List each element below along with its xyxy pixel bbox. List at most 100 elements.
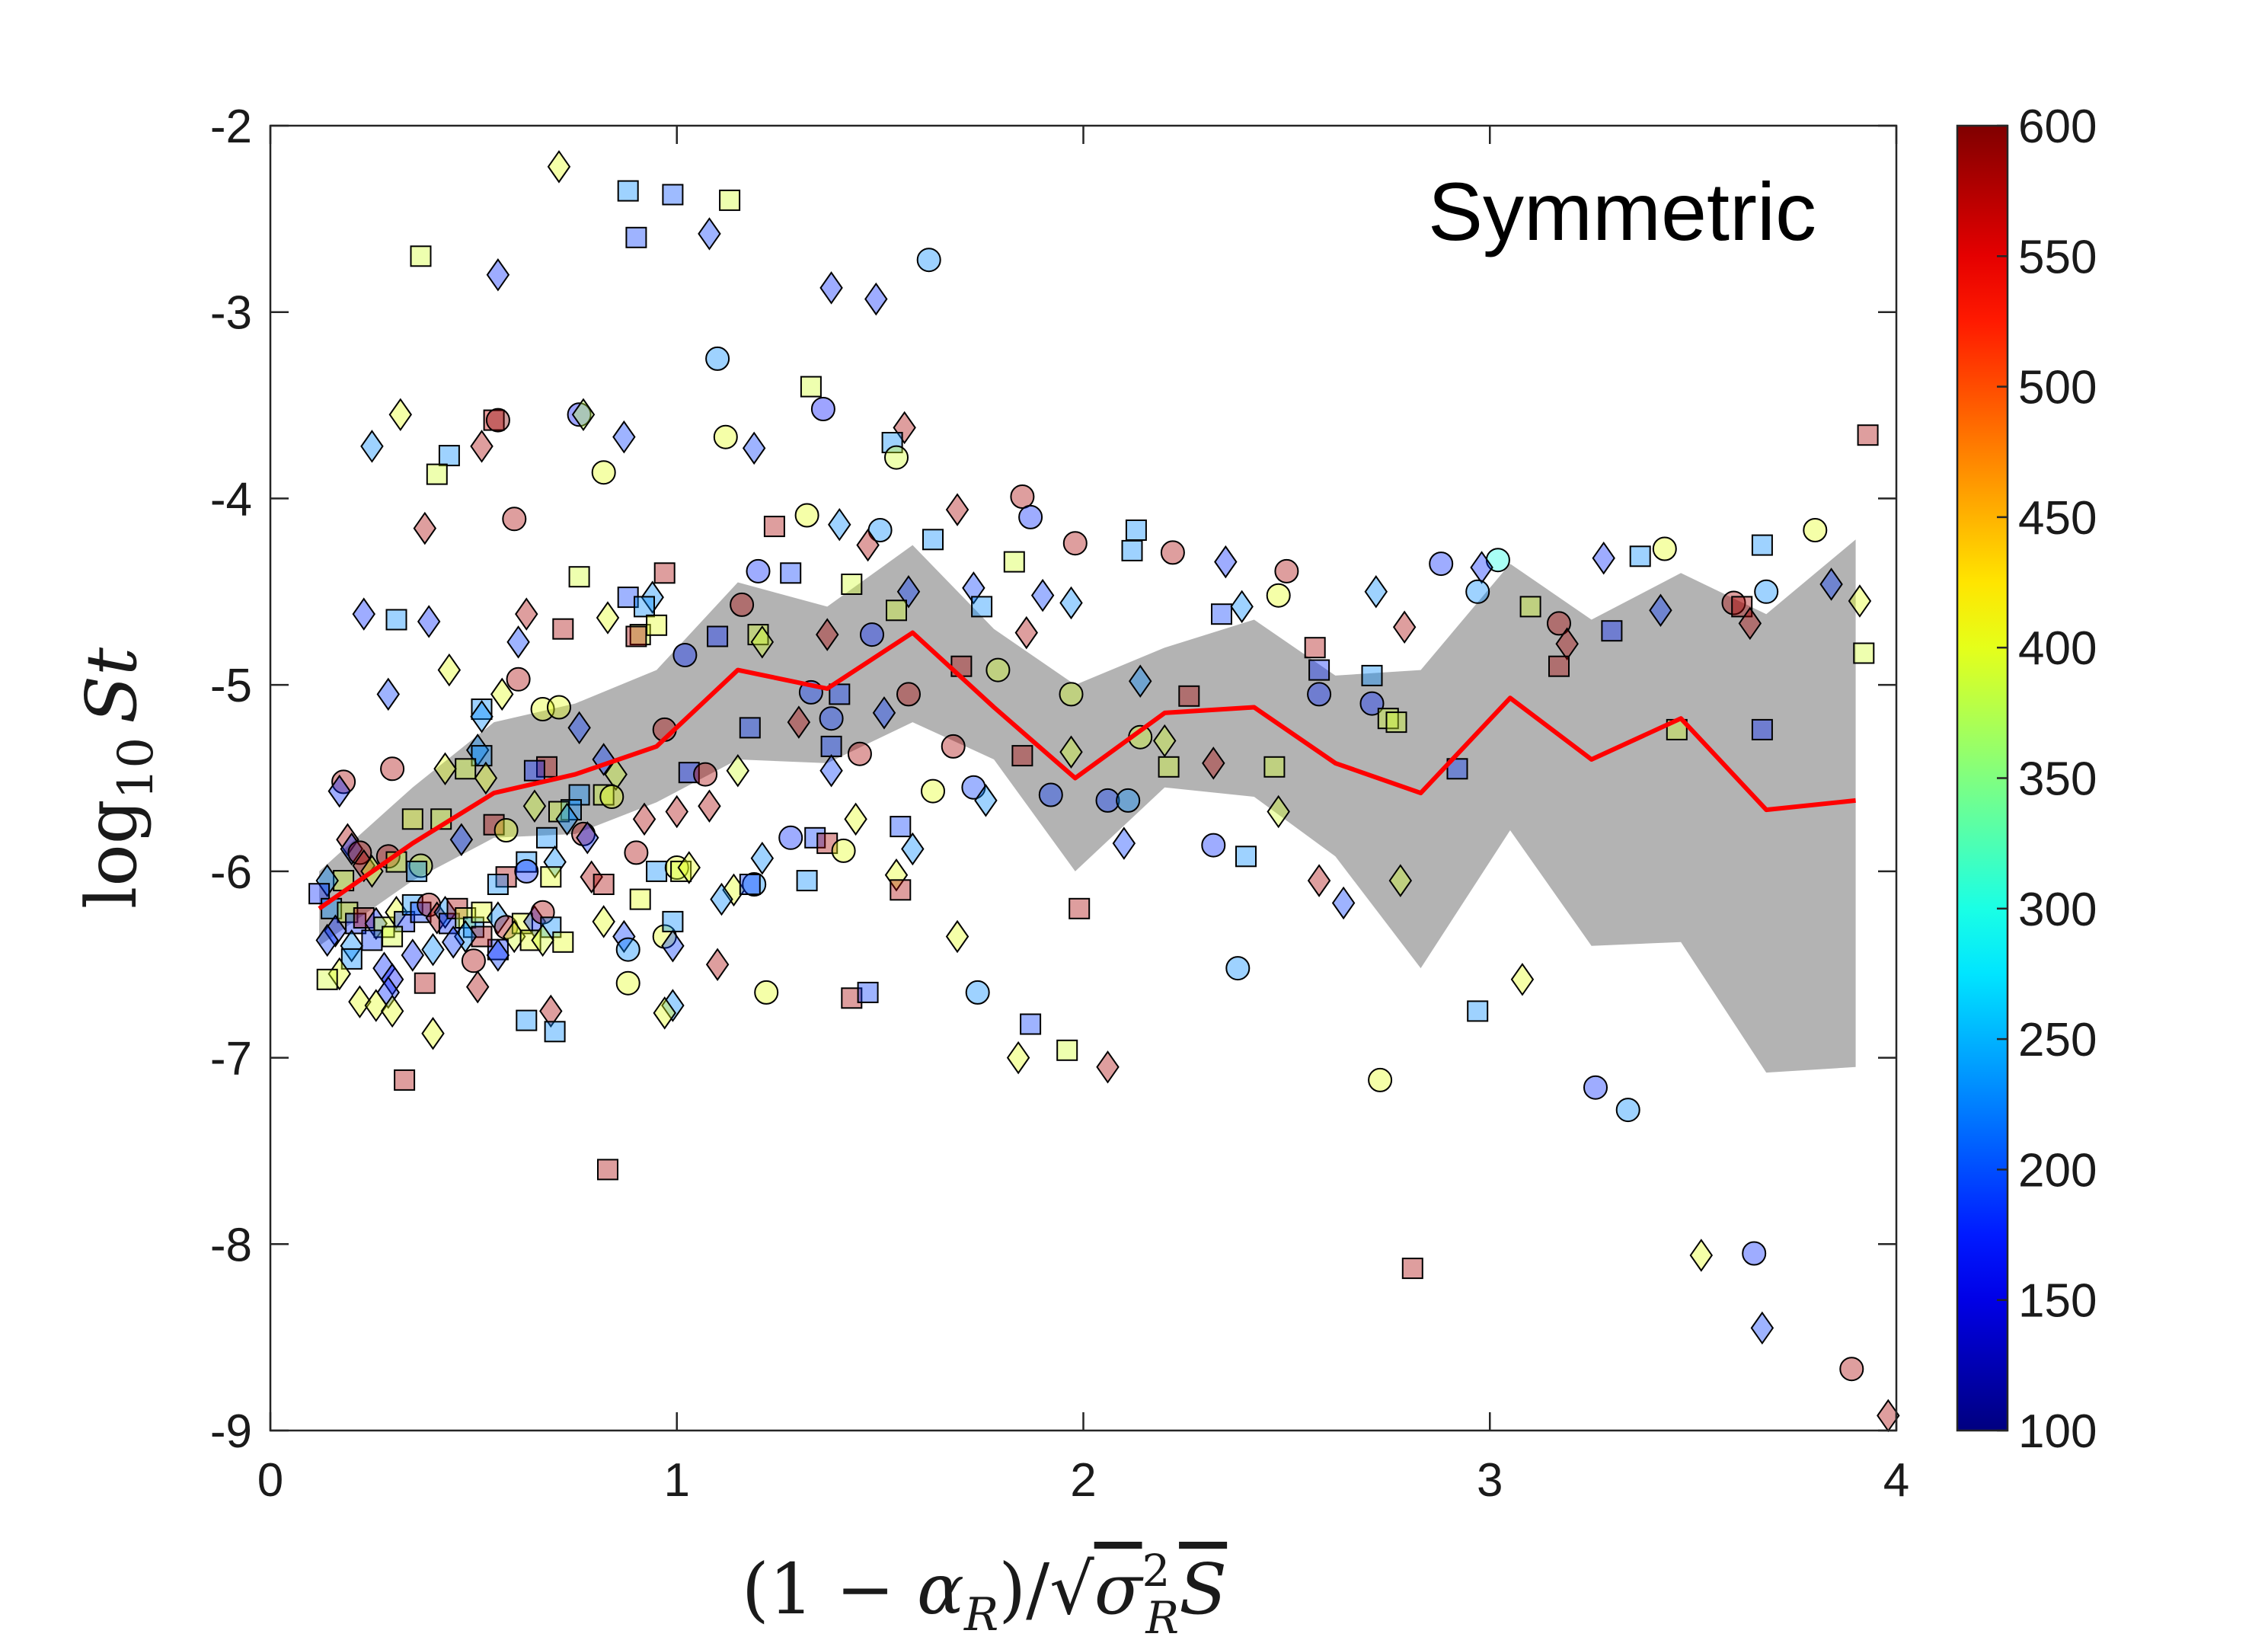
data-point-circle — [941, 734, 966, 759]
data-point-circle — [1803, 518, 1828, 542]
data-point-diamond — [819, 753, 843, 788]
data-point-square — [361, 929, 383, 951]
data-point-circle — [615, 937, 640, 962]
data-point-diamond — [893, 411, 916, 445]
data-point-square — [1011, 745, 1033, 767]
data-point-diamond — [653, 996, 676, 1030]
data-point-square — [1361, 664, 1383, 686]
data-point-diamond — [506, 625, 530, 659]
data-point-diamond — [1388, 864, 1413, 897]
data-point-square — [1401, 1258, 1423, 1280]
x-tick-label: 4 — [1883, 1454, 1909, 1507]
data-point-diamond — [315, 923, 339, 957]
data-point-diamond — [522, 789, 547, 823]
data-point-square — [763, 516, 785, 538]
data-point-circle — [1429, 551, 1454, 577]
data-point-circle — [1547, 611, 1571, 636]
data-point-circle — [705, 346, 730, 371]
data-point-square — [816, 833, 839, 855]
colorbar-tick-label: 600 — [2018, 101, 2097, 153]
data-point-square — [353, 907, 375, 929]
data-point-circle — [1160, 540, 1185, 565]
data-point-square — [1003, 551, 1025, 573]
data-point-square — [1211, 603, 1232, 625]
data-point-diamond — [1059, 735, 1083, 769]
data-point-square — [625, 625, 647, 647]
data-point-circle — [831, 838, 856, 863]
data-point-circle — [985, 657, 1011, 683]
data-point-square — [625, 226, 647, 248]
data-points-layer — [308, 150, 1900, 1433]
data-point-square — [414, 972, 436, 994]
data-point-circle — [713, 424, 738, 449]
data-point-diamond — [1112, 826, 1136, 860]
data-point-diamond — [742, 431, 766, 465]
data-point-square — [406, 860, 428, 882]
data-point-diamond — [844, 802, 867, 836]
data-point-circle — [1059, 682, 1084, 707]
data-point-circle — [1615, 1098, 1640, 1123]
data-point-circle — [1095, 788, 1120, 813]
data-point-square — [800, 376, 822, 398]
x-tick-label: 2 — [1070, 1454, 1096, 1507]
data-point-square — [1751, 718, 1773, 740]
data-point-square — [438, 445, 460, 467]
median-line — [318, 630, 1856, 911]
data-point-circle — [672, 643, 698, 667]
data-point-diamond — [722, 873, 746, 907]
data-point-diamond — [677, 851, 701, 884]
y-axis-title-subscript: 10 — [108, 737, 165, 799]
y-tick-label: -5 — [210, 660, 252, 712]
data-point-square — [886, 599, 907, 622]
y-tick-label: -2 — [210, 101, 252, 153]
colorbar-tick-label: 450 — [2018, 492, 2097, 545]
data-point-circle — [916, 248, 941, 273]
x-tick-label: 0 — [257, 1454, 283, 1507]
data-point-diamond — [1364, 575, 1388, 609]
data-point-circle — [514, 858, 539, 884]
x-axis-title: (1 − αR)/√σ2 RS — [742, 1545, 1227, 1640]
data-point-diamond — [1096, 1050, 1120, 1084]
data-point-square — [1751, 534, 1773, 556]
data-point-square — [1069, 897, 1091, 919]
axes-layer: 0 1 2 3 4 -2 -3 -4 -5 -6 -7 -8 -9 — [210, 101, 1909, 1507]
data-point-square — [382, 925, 404, 948]
data-point-square — [653, 562, 676, 584]
data-point-square — [634, 596, 655, 618]
data-point-diamond — [490, 677, 514, 711]
colorbar-tick-label: 200 — [2018, 1144, 2097, 1197]
data-point-diamond — [515, 597, 538, 631]
data-point-diamond — [580, 860, 603, 894]
data-point-diamond — [1307, 864, 1331, 897]
y-axis-title: log10 St — [71, 647, 165, 909]
data-point-diamond — [348, 985, 372, 1018]
data-point-diamond — [698, 217, 721, 251]
data-point-diamond — [376, 677, 401, 711]
data-point-diamond — [1214, 545, 1238, 579]
data-point-square — [1125, 519, 1147, 541]
data-point-square — [1519, 596, 1541, 618]
data-point-square — [646, 614, 668, 636]
data-point-circle — [1742, 1241, 1767, 1266]
data-point-diamond — [1030, 578, 1055, 612]
data-point-diamond — [872, 696, 896, 730]
data-point-diamond — [1555, 627, 1579, 661]
data-point-square — [544, 1021, 566, 1043]
colorbar-tick-label: 550 — [2018, 231, 2097, 283]
data-point-diamond — [421, 1017, 445, 1050]
data-point-circle — [810, 397, 835, 421]
data-point-circle — [778, 825, 803, 850]
data-point-diamond — [864, 282, 888, 316]
colorbar-tick-label: 400 — [2018, 622, 2097, 675]
data-point-diamond — [425, 901, 449, 935]
data-point-circle — [754, 980, 779, 1005]
data-point-diamond — [596, 601, 620, 635]
data-point-diamond — [360, 430, 384, 463]
data-point-square — [804, 826, 826, 849]
data-point-diamond — [819, 271, 843, 305]
data-point-diamond — [787, 705, 811, 739]
data-point-diamond — [571, 398, 596, 432]
data-point-diamond — [705, 948, 730, 981]
data-point-diamond — [901, 832, 925, 866]
colorbar-tick-label: 150 — [2018, 1275, 2097, 1328]
